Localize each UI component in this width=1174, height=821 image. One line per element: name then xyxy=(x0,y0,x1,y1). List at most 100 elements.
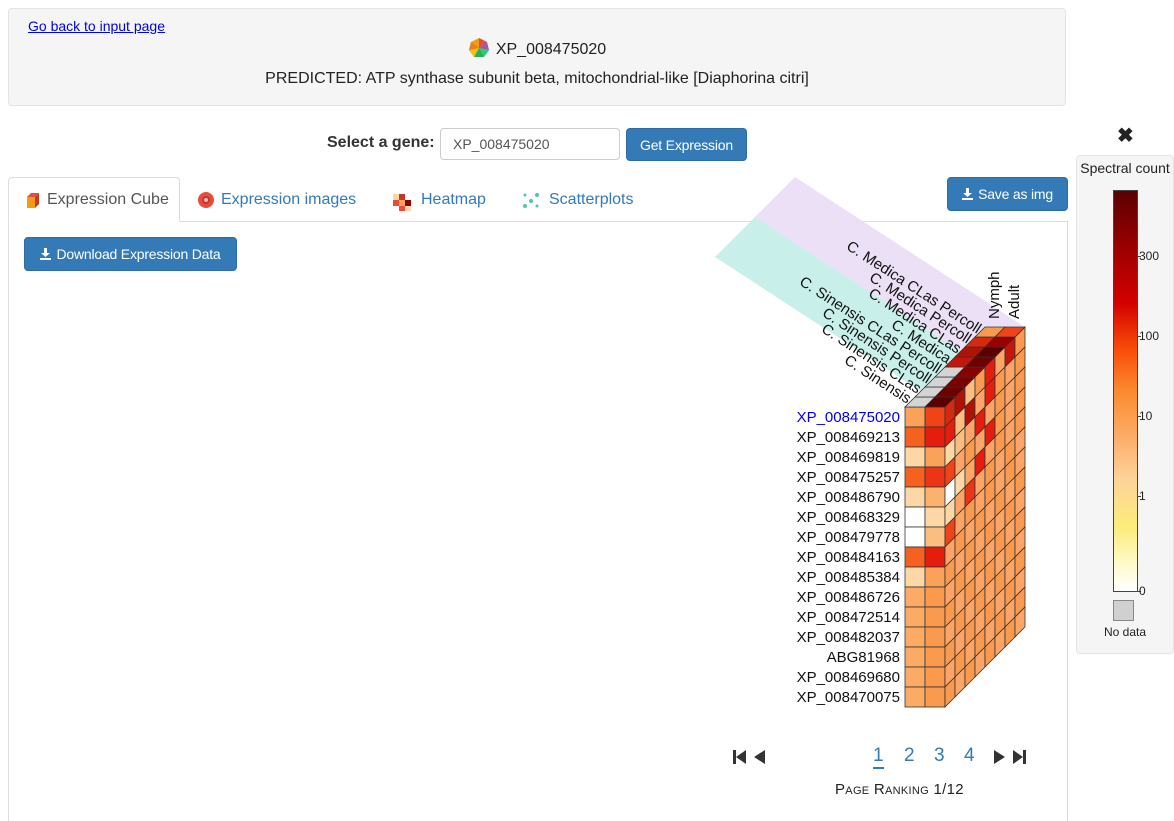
cube-cell xyxy=(924,646,946,668)
legend-title: Spectral count xyxy=(1080,160,1170,176)
gene-logo-icon xyxy=(468,38,489,57)
cube-cell xyxy=(904,586,926,608)
cube-cell xyxy=(924,486,946,508)
cube-top-face xyxy=(904,326,1026,408)
tab-label: Expression Cube xyxy=(47,190,169,208)
legend-tick: 1 xyxy=(1139,489,1146,503)
first-page-icon[interactable] xyxy=(733,749,747,765)
legend-tick: 0 xyxy=(1139,584,1146,598)
tab-expression-images[interactable]: Expression images xyxy=(197,177,377,222)
cube-icon xyxy=(27,192,39,208)
tab-heatmap[interactable]: Heatmap xyxy=(391,177,501,222)
gene-label[interactable]: XP_008486726 xyxy=(797,589,900,606)
gene-label[interactable]: XP_008469680 xyxy=(797,669,900,686)
cube-cell xyxy=(904,426,926,448)
tab-content-panel xyxy=(8,221,1068,821)
cube-cell xyxy=(924,506,946,528)
sample-bands xyxy=(715,177,1025,407)
cube-cell xyxy=(904,666,926,688)
gene-label[interactable]: XP_008479778 xyxy=(797,529,900,546)
medica-band xyxy=(755,177,1025,367)
cube-side-face xyxy=(944,326,1026,708)
color-legend: Spectral count 300 100 10 1 0 No data xyxy=(1076,155,1174,654)
page-2-link[interactable]: 2 xyxy=(904,745,915,766)
cube-cell xyxy=(904,646,926,668)
close-icon[interactable]: ✖ xyxy=(1117,125,1134,147)
cube-cell xyxy=(924,586,946,608)
no-data-swatch xyxy=(1113,600,1134,621)
cube-cell xyxy=(1014,606,1026,638)
download-icon xyxy=(962,188,974,200)
cube-cell xyxy=(924,686,946,708)
legend-color-bar xyxy=(1113,190,1138,592)
cube-cell xyxy=(924,406,946,428)
legend-tick-mark xyxy=(1137,336,1141,337)
page-1-link[interactable]: 1 xyxy=(873,745,884,769)
cube-cell xyxy=(904,566,926,588)
stage-label: Adult xyxy=(1006,284,1023,319)
gene-header-panel: Go back to input page XP_008475020 PREDI… xyxy=(8,8,1066,106)
stage-label: Nymph xyxy=(986,271,1003,319)
gene-search-input[interactable] xyxy=(440,128,620,160)
gene-id: XP_008475020 xyxy=(495,41,607,58)
cube-cell xyxy=(994,326,1026,338)
cube-cell xyxy=(904,446,926,468)
gene-label[interactable]: XP_008475020 xyxy=(797,409,900,426)
cube-cell xyxy=(924,626,946,648)
select-gene-label: Select a gene: xyxy=(327,134,435,151)
tab-label: Scatterplots xyxy=(549,190,634,208)
no-data-label: No data xyxy=(1103,625,1147,639)
page-3-link[interactable]: 3 xyxy=(934,745,945,766)
last-page-icon[interactable] xyxy=(1012,749,1026,765)
tabs-divider xyxy=(8,221,1068,222)
cube-front-face xyxy=(904,406,946,708)
gene-label[interactable]: XP_008482037 xyxy=(797,629,900,646)
cube-cell xyxy=(924,446,946,468)
download-button-label: Download Expression Data xyxy=(56,246,221,262)
gene-label[interactable]: XP_008485384 xyxy=(797,569,900,586)
gene-label[interactable]: XP_008469213 xyxy=(797,429,900,446)
tab-expression-cube[interactable]: Expression Cube xyxy=(8,177,180,222)
get-expression-button[interactable]: Get Expression xyxy=(626,128,747,161)
cube-cell xyxy=(904,406,926,428)
prev-page-icon[interactable] xyxy=(752,749,766,765)
gene-label[interactable]: XP_008470075 xyxy=(797,689,900,706)
cube-cell xyxy=(904,626,926,648)
cube-cell xyxy=(904,526,926,548)
gene-label[interactable]: XP_008468329 xyxy=(797,509,900,526)
cube-cell xyxy=(924,466,946,488)
tab-scatterplots[interactable]: Scatterplots xyxy=(521,177,651,222)
cube-cell xyxy=(904,686,926,708)
legend-tick: 10 xyxy=(1139,409,1153,423)
gene-label[interactable]: XP_008472514 xyxy=(797,609,900,626)
cube-cell xyxy=(924,526,946,548)
gene-label[interactable]: ABG81968 xyxy=(827,649,900,666)
page-4-link[interactable]: 4 xyxy=(964,745,975,766)
back-link[interactable]: Go back to input page xyxy=(28,18,165,34)
gene-description: PREDICTED: ATP synthase subunit beta, mi… xyxy=(265,70,809,87)
flower-icon xyxy=(198,191,214,208)
cube-cell xyxy=(924,666,946,688)
cube-cell xyxy=(924,606,946,628)
expression-cube: XP_008475020 XP_008469213 XP_008469819 XP_0… xyxy=(715,177,1026,708)
save-button-label: Save as img xyxy=(978,186,1053,202)
scatter-icon xyxy=(523,192,539,208)
sinensis-band xyxy=(715,217,985,407)
download-expression-button[interactable]: Download Expression Data xyxy=(24,237,237,271)
gene-label[interactable]: XP_008484163 xyxy=(797,549,900,566)
cube-cell xyxy=(904,606,926,628)
next-page-icon[interactable] xyxy=(993,749,1007,765)
cube-cell xyxy=(904,486,926,508)
gene-label[interactable]: XP_008475257 xyxy=(797,469,900,486)
gene-label[interactable]: XP_008469819 xyxy=(797,449,900,466)
cube-cell xyxy=(904,506,926,528)
page-ranking: Page Ranking 1/12 xyxy=(835,781,964,798)
save-as-image-button[interactable]: Save as img xyxy=(947,177,1068,211)
download-icon xyxy=(40,248,52,260)
legend-tick: 100 xyxy=(1139,329,1160,343)
gene-label[interactable]: XP_008486790 xyxy=(797,489,900,506)
tab-label: Expression images xyxy=(221,190,357,208)
tab-label: Heatmap xyxy=(421,190,486,208)
cube-cell xyxy=(924,546,946,568)
heatmap-icon xyxy=(393,193,411,211)
